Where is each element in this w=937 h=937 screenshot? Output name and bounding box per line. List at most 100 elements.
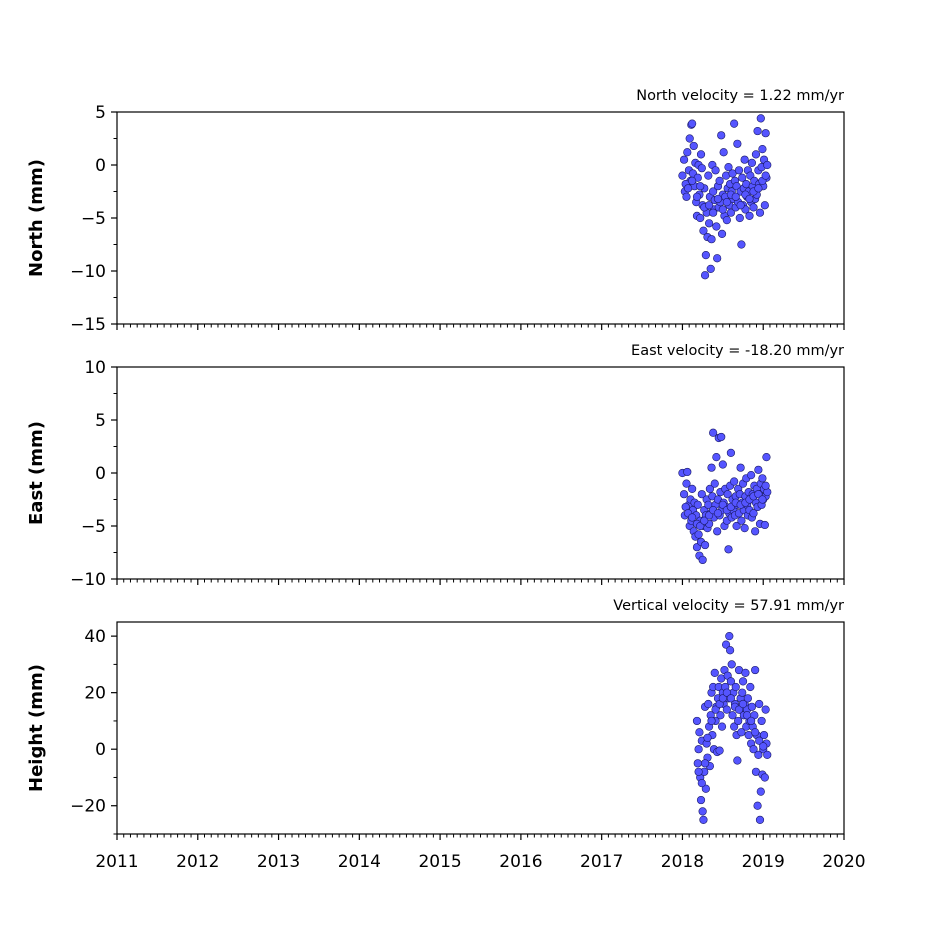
xtick-label: 2012 [176,852,219,872]
height-point [743,694,752,703]
east-point [724,545,733,554]
north-point [689,141,698,151]
height-point [721,640,731,649]
north-point [747,158,757,167]
east-point [682,479,691,488]
height-point [715,746,724,755]
xtick-label: 2011 [95,852,138,872]
north-point [735,213,744,223]
north-title: North velocity = 1.22 mm/yr [636,88,844,104]
height-point [716,711,725,720]
height-point [722,705,731,714]
north-point [696,182,705,191]
height-point [703,733,712,742]
north-ytick-label: −15 [70,315,106,335]
height-point [730,722,739,731]
height-point [727,660,736,669]
north-point [745,211,754,220]
east-ytick-label: 10 [84,358,106,378]
east-point [709,428,718,437]
height-point [710,668,719,677]
height-point [701,784,710,793]
east-point [736,463,745,472]
north-ytick-label: −5 [81,209,106,229]
north-points [678,114,772,280]
east-title: East velocity = -18.20 mm/yr [631,343,844,359]
east-point [713,527,722,536]
north-point [706,264,715,273]
east-ytick-label: −10 [70,570,106,590]
xtick-label: 2013 [257,852,300,872]
north-point [704,171,713,180]
height-point [711,705,720,714]
north-point [717,229,727,238]
north-ylabel: North (mm) [26,159,47,277]
xtick-label: 2014 [338,852,381,872]
height-point [760,773,769,782]
north-point [683,184,693,193]
height-point [726,694,736,703]
height-point [722,688,731,697]
east-point [693,500,702,509]
east-ytick-label: −5 [81,517,106,537]
height-point [718,694,727,703]
north-ytick-label: 5 [95,103,106,123]
panel-east: East velocity = -18.20 mm/yr East (mm) 10 5… [26,343,845,590]
north-point [726,208,736,217]
north-point [754,184,763,193]
north-point [719,148,728,157]
height-point [694,767,703,776]
east-point [700,540,710,550]
east-point [683,467,692,477]
height-point [704,699,713,709]
height-point [741,668,750,677]
east-point [760,520,769,530]
height-points [692,632,772,824]
height-point [755,699,764,709]
height-point [728,711,737,720]
north-point [685,134,694,143]
north-point [755,208,765,217]
height-point [696,795,706,805]
north-point [722,198,731,207]
east-point [713,509,723,518]
north-point [738,173,747,182]
panels: North velocity = 1.22 mm/yr North (mm) 5 0 −… [26,88,866,872]
height-title: Vertical velocity = 57.91 mm/yr [613,598,844,614]
east-point [754,465,763,474]
height-point [707,716,716,726]
xtick-label: 2019 [742,852,785,872]
north-point [753,126,762,136]
xtick-label: 2016 [499,852,542,872]
height-point [747,716,756,726]
east-point [737,516,746,525]
north-point [682,192,691,201]
east-point [732,521,741,531]
north-point [678,171,687,180]
east-point [761,481,770,490]
north-point [701,251,710,260]
height-point [699,815,708,824]
xtick-label: 2015 [418,852,461,872]
height-point [755,736,764,745]
north-point [763,160,772,170]
north-ytick-label: 0 [95,156,106,176]
xtick-label: 2018 [661,852,704,872]
height-point [731,682,740,692]
height-point [692,716,702,726]
panel-north: North velocity = 1.22 mm/yr North (mm) 5 0 −… [26,88,845,335]
north-point [733,139,742,148]
height-point [725,632,734,641]
north-point [696,213,705,223]
east-point [688,513,697,522]
height-point [751,728,760,737]
height-point [759,730,769,740]
xtick-label: 2020 [822,852,865,872]
east-point [710,479,719,488]
east-points [678,428,772,565]
north-point [711,166,720,175]
north-point [712,222,721,231]
north-point [761,171,770,180]
north-point [730,119,739,128]
